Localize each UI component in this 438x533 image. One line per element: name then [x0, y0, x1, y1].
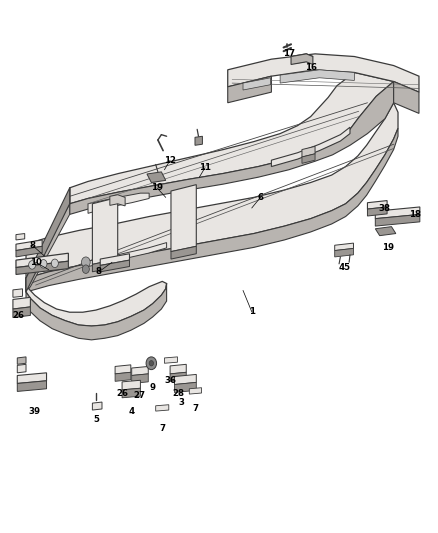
Text: 1: 1: [249, 307, 255, 316]
Polygon shape: [26, 188, 70, 292]
Polygon shape: [92, 259, 118, 272]
Polygon shape: [16, 261, 68, 274]
Polygon shape: [335, 243, 353, 251]
Polygon shape: [174, 374, 196, 384]
Polygon shape: [228, 54, 419, 92]
Circle shape: [81, 257, 90, 268]
Polygon shape: [70, 82, 394, 214]
Circle shape: [146, 357, 156, 369]
Polygon shape: [132, 367, 148, 375]
Polygon shape: [195, 136, 202, 146]
Polygon shape: [302, 154, 315, 164]
Polygon shape: [17, 365, 26, 373]
Polygon shape: [26, 204, 70, 292]
Polygon shape: [26, 188, 70, 278]
Polygon shape: [132, 374, 148, 383]
Polygon shape: [174, 382, 196, 392]
Text: 28: 28: [173, 389, 185, 398]
Text: 19: 19: [151, 183, 163, 192]
Polygon shape: [100, 254, 130, 265]
Polygon shape: [16, 240, 42, 251]
Polygon shape: [147, 172, 166, 182]
Text: 19: 19: [382, 243, 394, 252]
Polygon shape: [170, 365, 186, 374]
Text: 8: 8: [29, 241, 35, 250]
Text: 3: 3: [179, 398, 185, 407]
Polygon shape: [17, 381, 46, 391]
Polygon shape: [26, 278, 166, 326]
Polygon shape: [375, 227, 396, 236]
Polygon shape: [155, 405, 169, 411]
Text: 8: 8: [96, 268, 102, 276]
Polygon shape: [70, 72, 394, 204]
Polygon shape: [16, 246, 42, 257]
Text: 9: 9: [150, 383, 155, 392]
Text: 45: 45: [339, 263, 351, 272]
Text: 26: 26: [116, 389, 128, 398]
Polygon shape: [367, 207, 387, 216]
Text: 6: 6: [258, 193, 264, 202]
Text: 18: 18: [410, 210, 421, 219]
Text: 7: 7: [159, 424, 165, 433]
Polygon shape: [88, 243, 166, 266]
Polygon shape: [189, 387, 201, 394]
Polygon shape: [171, 246, 196, 259]
Polygon shape: [394, 82, 419, 114]
Polygon shape: [291, 54, 313, 64]
Text: 27: 27: [134, 391, 145, 400]
Text: 38: 38: [379, 204, 391, 213]
Polygon shape: [375, 214, 420, 226]
Polygon shape: [171, 184, 196, 252]
Polygon shape: [164, 357, 177, 364]
Polygon shape: [92, 402, 102, 410]
Circle shape: [40, 260, 47, 268]
Polygon shape: [26, 284, 166, 340]
Text: 17: 17: [283, 50, 295, 58]
Polygon shape: [26, 128, 398, 292]
Circle shape: [51, 259, 58, 268]
Text: 11: 11: [199, 163, 211, 172]
Polygon shape: [92, 197, 118, 264]
Text: 36: 36: [164, 376, 176, 385]
Text: 7: 7: [192, 405, 198, 414]
Polygon shape: [272, 127, 350, 166]
Text: 12: 12: [164, 156, 176, 165]
Text: 26: 26: [12, 311, 24, 320]
Polygon shape: [88, 193, 149, 213]
Polygon shape: [367, 200, 387, 209]
Text: 16: 16: [305, 63, 317, 72]
Polygon shape: [291, 54, 313, 63]
Polygon shape: [17, 373, 46, 383]
Polygon shape: [302, 147, 315, 157]
Polygon shape: [16, 253, 68, 268]
Polygon shape: [17, 357, 26, 365]
Polygon shape: [122, 388, 141, 398]
Polygon shape: [110, 195, 125, 206]
Polygon shape: [122, 380, 141, 390]
Circle shape: [149, 361, 153, 366]
Polygon shape: [335, 248, 353, 257]
Circle shape: [82, 265, 89, 273]
Polygon shape: [13, 297, 30, 309]
Polygon shape: [243, 78, 271, 90]
Polygon shape: [375, 207, 420, 219]
Polygon shape: [115, 372, 131, 381]
Polygon shape: [280, 70, 354, 83]
Polygon shape: [13, 289, 22, 297]
Polygon shape: [228, 76, 272, 103]
Text: 10: 10: [30, 258, 42, 266]
Polygon shape: [13, 307, 30, 318]
Polygon shape: [16, 233, 25, 240]
Polygon shape: [26, 103, 398, 278]
Text: 5: 5: [93, 415, 99, 424]
Text: 4: 4: [129, 407, 135, 416]
Polygon shape: [100, 260, 130, 272]
Polygon shape: [115, 365, 131, 374]
Circle shape: [28, 261, 35, 269]
Text: 39: 39: [29, 407, 41, 416]
Polygon shape: [170, 372, 186, 381]
